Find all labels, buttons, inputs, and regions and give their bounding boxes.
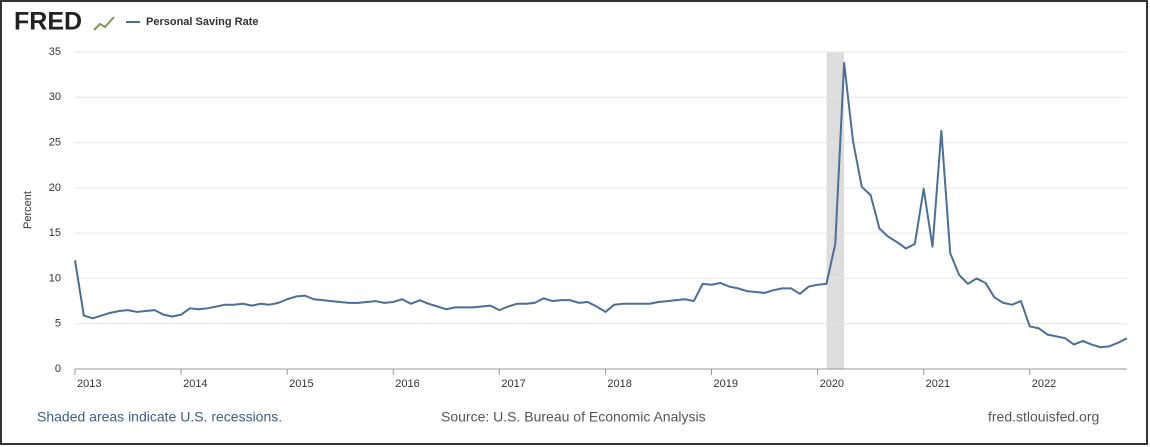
y-tick-label: 35 xyxy=(49,46,61,58)
y-tick-label: 5 xyxy=(55,318,61,330)
source: Source: U.S. Bureau of Economic Analysis xyxy=(441,409,706,425)
x-tick-label: 2013 xyxy=(77,378,101,390)
x-tick-label: 2021 xyxy=(926,378,950,390)
logo: FRED xyxy=(14,8,82,36)
x-tick-label: 2018 xyxy=(607,378,631,390)
y-tick-label: 10 xyxy=(49,272,61,284)
legend-label: Personal Saving Rate xyxy=(146,16,259,28)
x-tick-label: 2016 xyxy=(395,378,419,390)
y-tick-label: 15 xyxy=(49,227,61,239)
recession-band xyxy=(826,52,845,369)
y-axis-label: Percent xyxy=(22,191,34,229)
plot: 0 5 10 15 20 25 30 35 2013 2014 2015 2016 2017 2018 20… xyxy=(49,46,1128,390)
site: fred.stlouisfed.org xyxy=(988,409,1099,425)
x-tick-label: 2017 xyxy=(501,378,525,390)
y-tick-label: 20 xyxy=(49,182,61,194)
x-tick-label: 2014 xyxy=(183,378,207,390)
x-tick-label: 2022 xyxy=(1032,378,1056,390)
series-line xyxy=(74,61,1128,349)
logo-icon xyxy=(93,16,115,31)
x-tick-label: 2019 xyxy=(714,378,738,390)
recession-note: Shaded areas indicate U.S. recessions. xyxy=(37,409,282,425)
plot-area xyxy=(75,52,1127,369)
y-tick-label: 25 xyxy=(49,136,61,148)
y-tick-label: 0 xyxy=(55,363,61,375)
y-tick-label: 30 xyxy=(49,91,61,103)
x-tick-label: 2020 xyxy=(820,378,844,390)
x-tick-label: 2015 xyxy=(289,378,313,390)
